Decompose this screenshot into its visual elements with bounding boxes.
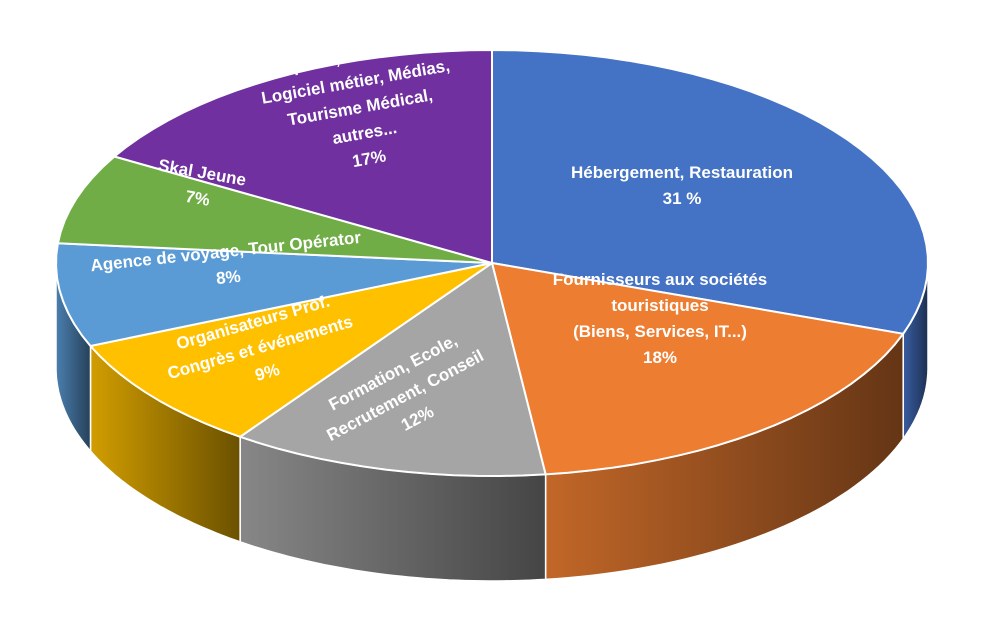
slice-value-label: 8%	[215, 267, 241, 288]
slice-label-0: Hébergement, Restauration 31 %	[571, 163, 793, 208]
slice-category-label: Fournisseurs aux sociétés	[553, 270, 767, 289]
slice-label-1: Fournisseurs aux sociétés touristiques (Bi…	[553, 270, 767, 367]
pie-slice-1	[491, 262, 905, 476]
pie-slice-6	[113, 49, 493, 264]
pie-slice-5	[56, 155, 493, 264]
slice-value-label: 18%	[643, 348, 677, 367]
pie-slice-4	[55, 242, 493, 347]
pie-slice-2	[239, 262, 547, 477]
pie-sides	[55, 263, 929, 582]
slice-category-label: (Biens, Services, IT...)	[573, 322, 747, 341]
pie-top	[55, 49, 929, 477]
slice-value-label: 7%	[184, 187, 212, 210]
slice-category-label: Hébergement, Restauration	[571, 163, 793, 182]
pie-slice-3	[89, 262, 493, 438]
slice-value-label: 31 %	[663, 189, 702, 208]
slice-category-label: touristiques	[611, 296, 708, 315]
pie-slice-0	[491, 49, 929, 335]
